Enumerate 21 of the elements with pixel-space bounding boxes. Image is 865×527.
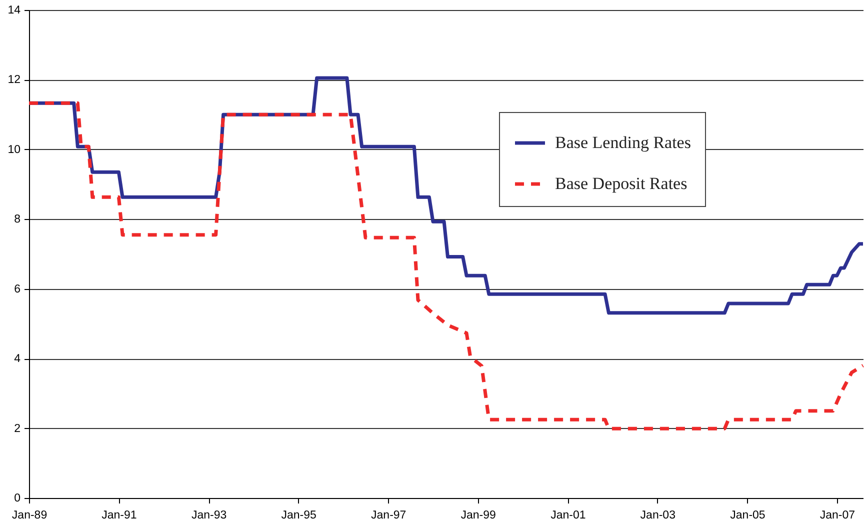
x-tick-label: Jan-91 (102, 510, 137, 522)
x-tick-label: Jan-93 (191, 510, 227, 522)
y-tick-label: 12 (8, 74, 20, 86)
y-tick-label: 4 (14, 353, 22, 366)
y-tick-label: 2 (14, 422, 20, 435)
legend-label: Base Deposit Rates (555, 174, 688, 193)
y-tick-label: 10 (8, 144, 20, 156)
x-tick-label: Jan-05 (730, 510, 766, 522)
x-tick-label: Jan-03 (640, 510, 676, 522)
y-tick-label: 14 (8, 4, 22, 16)
x-tick-label: Jan-99 (460, 510, 496, 522)
x-tick-label: Jan-89 (12, 510, 48, 522)
x-tick-label: Jan-07 (820, 510, 856, 522)
x-tick-label: Jan-97 (371, 510, 406, 522)
x-tick-label: Jan-01 (550, 510, 586, 522)
y-tick-label: 8 (14, 214, 20, 226)
legend-label: Base Lending Rates (555, 133, 691, 152)
x-tick-label: Jan-95 (281, 510, 316, 522)
y-tick-label: 6 (14, 283, 20, 296)
y-tick-label: 0 (14, 492, 20, 504)
line-series (27, 101, 865, 430)
